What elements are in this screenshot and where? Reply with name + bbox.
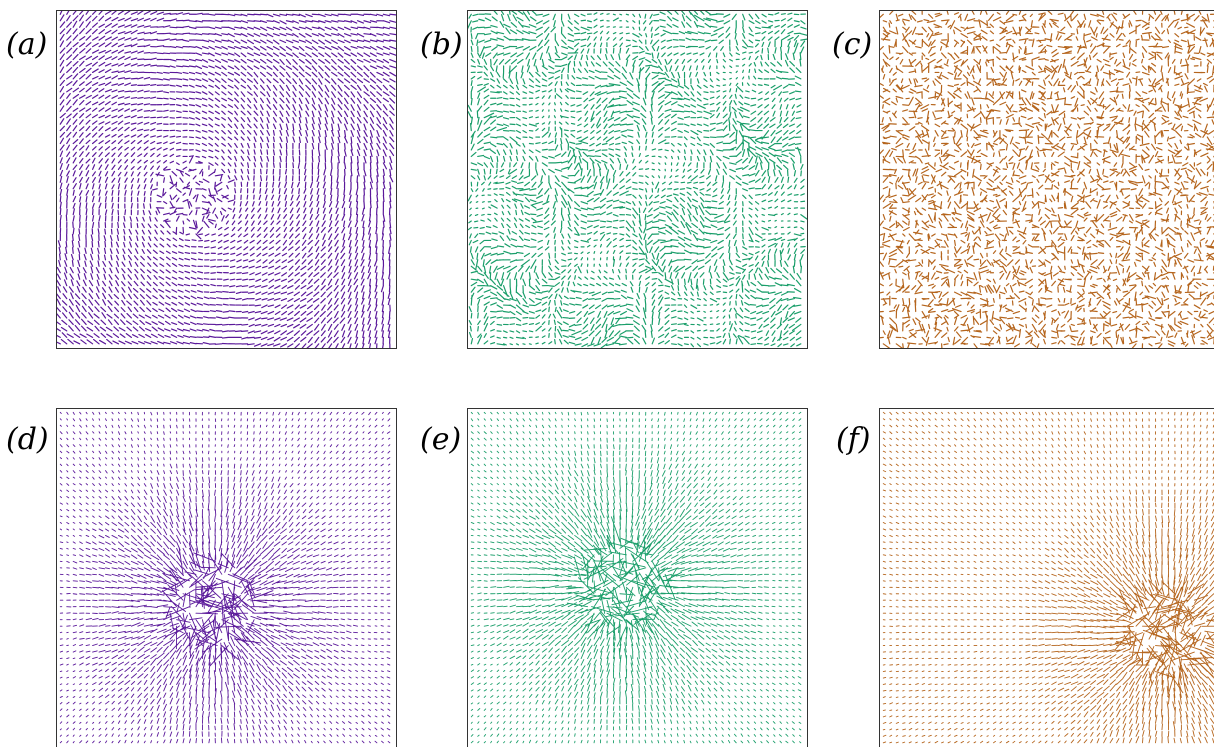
vector-field-d [59,411,391,744]
vector-field-panel-c [879,10,1214,349]
panel-label-e: (e) [420,422,462,457]
vector-field-panel-e [467,408,808,747]
vector-field-panel-f [879,408,1214,747]
panel-label-c: (c) [832,27,873,62]
vector-field-f [882,411,1214,744]
vector-field-b [468,11,807,348]
vector-field-e [470,411,802,744]
vector-field-a [57,11,396,348]
vector-field-panel-a [56,10,397,349]
panel-label-a: (a) [6,27,48,62]
panel-label-d: (d) [6,422,49,457]
vector-field-panel-d [56,408,397,747]
vector-arrows [468,11,807,348]
panel-label-b: (b) [420,27,463,62]
vector-arrows [470,411,802,744]
vector-arrows [880,11,1214,348]
vector-arrows [882,411,1214,744]
vector-field-c [880,11,1214,348]
vector-field-panel-b [467,10,808,349]
vector-arrows [57,11,396,348]
vector-arrows [59,411,391,744]
panel-label-f: (f) [836,422,871,457]
